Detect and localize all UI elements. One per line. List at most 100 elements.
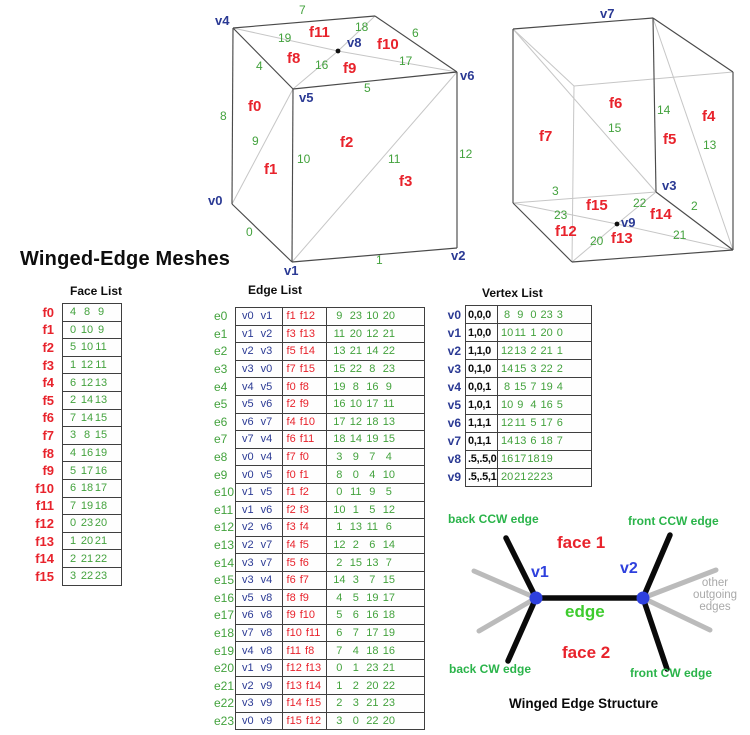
edge-face: f8 [299, 380, 309, 393]
edge-face: f10 [286, 626, 302, 639]
face-edges-cell: 0 10 9 [62, 320, 122, 340]
edge-record: v1 v5 f1 f2 0 11 9 5 [235, 482, 425, 502]
wing-edge-index: 13 [382, 415, 395, 428]
cube-label: f9 [343, 60, 357, 77]
edge-list-row: e13 v2 v7 f4 f5 12 2 6 14 [214, 535, 425, 555]
edge-record: v0 v1 f1 f12 9 23 10 20 [235, 307, 425, 326]
wing-edge-index: 16 [366, 380, 379, 393]
vertex-edge-index: 4 [556, 380, 563, 393]
vertex-edges-cell: 10 9 4 16 5 [498, 396, 591, 413]
face-edge-index: 9 [97, 306, 105, 319]
edge-vertex: v5 [260, 486, 273, 499]
face-edge-index: 6 [69, 482, 77, 495]
edge-record: v2 v6 f3 f4 1 13 11 6 [235, 518, 425, 537]
edge-record: v7 v8 f10 f11 6 7 17 19 [235, 623, 425, 643]
wing-edge-index: 6 [352, 609, 359, 622]
edge-vertex: v3 [242, 363, 254, 376]
edge-vertex: v1 [260, 310, 273, 323]
cube-label: 14 [657, 103, 671, 117]
edge-record: v4 v5 f0 f8 19 8 16 9 [235, 377, 425, 396]
wing-edge-index: 5 [352, 591, 359, 604]
cube-label: 13 [703, 138, 717, 152]
face-edge-index: 13 [94, 394, 108, 407]
edge-id: e22 [214, 696, 235, 711]
wing-edge-index: 21 [382, 662, 395, 675]
cube-label: f4 [702, 108, 716, 125]
edge-record: v2 v3 f5 f14 13 21 14 22 [235, 342, 425, 361]
face-edge-index: 12 [80, 376, 94, 389]
cube-label: v2 [451, 248, 466, 263]
edge-record: v7 v4 f6 f11 18 14 19 15 [235, 430, 425, 449]
edge-wings-cell: 8 0 4 10 [327, 466, 424, 483]
v1-label: v1 [531, 564, 549, 581]
edge-list-row: e4 v4 v5 f0 f8 19 8 16 9 [214, 377, 425, 396]
face-edge-index: 4 [69, 447, 77, 460]
edge-face: f0 [286, 468, 296, 481]
edge-id: e5 [214, 397, 228, 412]
cube-label: 3 [552, 184, 559, 198]
edge-wings-cell: 7 4 18 16 [327, 642, 424, 659]
edge-vertex: v0 [242, 468, 254, 481]
face-edges-cell: 3 22 23 [62, 566, 122, 586]
edge-vertices-cell: v1 v5 [236, 483, 283, 501]
wing-edge-index: 16 [333, 398, 346, 411]
vertex-record: 1,1,1 12 11 5 17 6 [465, 413, 592, 433]
vertex-edge-index: 9 [517, 308, 524, 321]
edge-face: f6 [286, 574, 296, 587]
edge-id: e10 [214, 485, 235, 500]
edge-vertex: v9 [260, 662, 273, 675]
v1-node [529, 591, 543, 605]
vertex-list-header: Vertex List [482, 286, 543, 300]
edge-id: e1 [214, 326, 228, 341]
wing-edge-index: 15 [382, 433, 395, 446]
wing-edge-index: 16 [382, 644, 395, 657]
face-edge-index: 21 [94, 535, 108, 548]
wing-edge-index: 22 [382, 679, 395, 692]
edge-list-row: e1 v1 v2 f3 f13 11 20 12 21 [214, 324, 425, 344]
edge-id: e18 [214, 625, 235, 640]
vertex-edges-cell: 20 21 22 23 [498, 469, 591, 486]
cube-label: 5 [364, 81, 371, 95]
face-id: f10 [35, 480, 54, 496]
edge-record: v1 v9 f12 f13 0 1 23 21 [235, 658, 425, 678]
wing-edge-index: 17 [366, 398, 379, 411]
cube-label: 15 [608, 121, 622, 135]
vertex-coords-cell: .5,.5,1 [466, 468, 498, 486]
v9-dot [614, 221, 620, 227]
cube-label: f10 [377, 36, 399, 53]
edge-wings-cell: 14 3 7 15 [327, 572, 424, 589]
vertex-edge-index: 16 [540, 399, 553, 412]
face-edge-index: 3 [69, 429, 77, 442]
edge-vertex: v5 [260, 380, 273, 393]
edge-vertex: v4 [242, 644, 254, 657]
cube-label: 23 [554, 208, 568, 222]
edge-face: f15 [299, 363, 316, 376]
edge-vertex: v2 [242, 521, 254, 534]
cube-label: f13 [611, 230, 633, 247]
edge-faces-cell: f2 f9 [283, 395, 328, 413]
vertex-edge-index: 17 [540, 417, 553, 430]
edge-vertices-cell: v2 v7 [236, 536, 283, 554]
edge-face: f12 [286, 662, 302, 675]
face-id: f13 [35, 533, 54, 549]
edge-record: v2 v7 f4 f5 12 2 6 14 [235, 535, 425, 555]
edge-vertex: v1 [242, 327, 254, 340]
vertex-record: 0,1,1 14 13 6 18 7 [465, 431, 592, 451]
wing-edge-index: 4 [352, 644, 359, 657]
cube-label: 4 [256, 59, 263, 73]
edge-list-row: e2 v2 v3 f5 f14 13 21 14 22 [214, 342, 425, 361]
cube-label: 12 [459, 147, 473, 161]
wing-edge-index: 7 [336, 644, 343, 657]
edge-vertices-cell: v3 v7 [236, 554, 283, 571]
edge-id: e6 [214, 414, 228, 429]
edge-face: f15 [286, 714, 302, 727]
vertex-edge-index: 5 [556, 399, 563, 412]
face-edge-index: 10 [80, 323, 94, 336]
wing-edge-index: 10 [349, 398, 362, 411]
face-list-header: Face List [70, 284, 123, 298]
face-edge-index: 12 [80, 359, 94, 372]
wing-edge-index: 23 [382, 363, 395, 376]
vertex-edge-index: 15 [514, 380, 527, 393]
edge-face: f3 [286, 327, 296, 340]
